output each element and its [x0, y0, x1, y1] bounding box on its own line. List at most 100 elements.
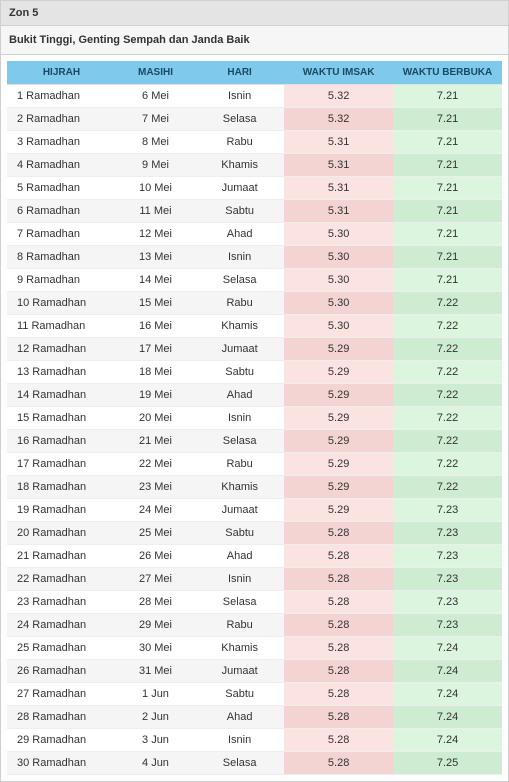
table-row: 14 Ramadhan19 MeiAhad5.297.22: [7, 384, 502, 407]
cell-col4: 7.24: [393, 683, 502, 706]
cell-col1: 22 Mei: [116, 453, 195, 476]
col-masihi: MASIHI: [116, 61, 195, 85]
cell-col2: Sabtu: [195, 683, 284, 706]
cell-col0: 7 Ramadhan: [7, 223, 116, 246]
cell-col1: 20 Mei: [116, 407, 195, 430]
cell-col0: 15 Ramadhan: [7, 407, 116, 430]
table-row: 20 Ramadhan25 MeiSabtu5.287.23: [7, 522, 502, 545]
cell-col4: 7.22: [393, 453, 502, 476]
table-row: 13 Ramadhan18 MeiSabtu5.297.22: [7, 361, 502, 384]
cell-col2: Rabu: [195, 453, 284, 476]
cell-col1: 25 Mei: [116, 522, 195, 545]
cell-col0: 26 Ramadhan: [7, 660, 116, 683]
cell-col2: Isnin: [195, 407, 284, 430]
cell-col1: 1 Jun: [116, 683, 195, 706]
cell-col4: 7.22: [393, 407, 502, 430]
cell-col2: Rabu: [195, 131, 284, 154]
table-row: 24 Ramadhan29 MeiRabu5.287.23: [7, 614, 502, 637]
cell-col0: 5 Ramadhan: [7, 177, 116, 200]
cell-col3: 5.28: [284, 729, 393, 752]
cell-col2: Jumaat: [195, 338, 284, 361]
cell-col3: 5.32: [284, 108, 393, 131]
cell-col0: 16 Ramadhan: [7, 430, 116, 453]
table-row: 7 Ramadhan12 MeiAhad5.307.21: [7, 223, 502, 246]
cell-col1: 4 Jun: [116, 752, 195, 775]
table-row: 12 Ramadhan17 MeiJumaat5.297.22: [7, 338, 502, 361]
cell-col2: Selasa: [195, 108, 284, 131]
cell-col4: 7.21: [393, 177, 502, 200]
cell-col2: Selasa: [195, 591, 284, 614]
cell-col4: 7.23: [393, 545, 502, 568]
cell-col1: 17 Mei: [116, 338, 195, 361]
cell-col1: 24 Mei: [116, 499, 195, 522]
cell-col3: 5.29: [284, 407, 393, 430]
cell-col2: Khamis: [195, 637, 284, 660]
table-row: 2 Ramadhan7 MeiSelasa5.327.21: [7, 108, 502, 131]
cell-col2: Sabtu: [195, 522, 284, 545]
cell-col2: Ahad: [195, 223, 284, 246]
cell-col4: 7.24: [393, 660, 502, 683]
cell-col3: 5.30: [284, 223, 393, 246]
table-row: 21 Ramadhan26 MeiAhad5.287.23: [7, 545, 502, 568]
cell-col4: 7.23: [393, 499, 502, 522]
col-hari: HARI: [195, 61, 284, 85]
cell-col3: 5.30: [284, 315, 393, 338]
cell-col0: 3 Ramadhan: [7, 131, 116, 154]
cell-col0: 14 Ramadhan: [7, 384, 116, 407]
table-row: 28 Ramadhan2 JunAhad5.287.24: [7, 706, 502, 729]
cell-col3: 5.30: [284, 269, 393, 292]
cell-col3: 5.28: [284, 522, 393, 545]
cell-col0: 6 Ramadhan: [7, 200, 116, 223]
cell-col3: 5.31: [284, 200, 393, 223]
cell-col2: Isnin: [195, 729, 284, 752]
cell-col2: Isnin: [195, 246, 284, 269]
table-row: 8 Ramadhan13 MeiIsnin5.307.21: [7, 246, 502, 269]
table-row: 27 Ramadhan1 JunSabtu5.287.24: [7, 683, 502, 706]
cell-col3: 5.28: [284, 706, 393, 729]
cell-col1: 19 Mei: [116, 384, 195, 407]
table-body: 1 Ramadhan6 MeiIsnin5.327.212 Ramadhan7 …: [7, 85, 502, 775]
cell-col1: 15 Mei: [116, 292, 195, 315]
cell-col1: 2 Jun: [116, 706, 195, 729]
cell-col1: 12 Mei: [116, 223, 195, 246]
cell-col2: Isnin: [195, 85, 284, 108]
cell-col4: 7.21: [393, 223, 502, 246]
table-row: 25 Ramadhan30 MeiKhamis5.287.24: [7, 637, 502, 660]
cell-col3: 5.28: [284, 660, 393, 683]
cell-col0: 30 Ramadhan: [7, 752, 116, 775]
cell-col1: 13 Mei: [116, 246, 195, 269]
cell-col4: 7.21: [393, 200, 502, 223]
table-row: 10 Ramadhan15 MeiRabu5.307.22: [7, 292, 502, 315]
cell-col1: 23 Mei: [116, 476, 195, 499]
cell-col2: Jumaat: [195, 177, 284, 200]
table-row: 11 Ramadhan16 MeiKhamis5.307.22: [7, 315, 502, 338]
cell-col3: 5.29: [284, 476, 393, 499]
cell-col2: Khamis: [195, 476, 284, 499]
table-row: 30 Ramadhan4 JunSelasa5.287.25: [7, 752, 502, 775]
cell-col4: 7.22: [393, 430, 502, 453]
cell-col2: Sabtu: [195, 361, 284, 384]
table-row: 17 Ramadhan22 MeiRabu5.297.22: [7, 453, 502, 476]
table-row: 1 Ramadhan6 MeiIsnin5.327.21: [7, 85, 502, 108]
table-row: 19 Ramadhan24 MeiJumaat5.297.23: [7, 499, 502, 522]
cell-col0: 24 Ramadhan: [7, 614, 116, 637]
location-title: Bukit Tinggi, Genting Sempah dan Janda B…: [0, 26, 509, 55]
cell-col4: 7.24: [393, 706, 502, 729]
cell-col0: 28 Ramadhan: [7, 706, 116, 729]
cell-col2: Rabu: [195, 292, 284, 315]
cell-col0: 12 Ramadhan: [7, 338, 116, 361]
table-header-row: HIJRAH MASIHI HARI WAKTU IMSAK WAKTU BER…: [7, 61, 502, 85]
cell-col1: 6 Mei: [116, 85, 195, 108]
cell-col1: 31 Mei: [116, 660, 195, 683]
cell-col0: 21 Ramadhan: [7, 545, 116, 568]
cell-col2: Rabu: [195, 614, 284, 637]
table-row: 26 Ramadhan31 MeiJumaat5.287.24: [7, 660, 502, 683]
cell-col2: Selasa: [195, 752, 284, 775]
cell-col3: 5.28: [284, 752, 393, 775]
zone-title: Zon 5: [0, 0, 509, 26]
cell-col3: 5.28: [284, 591, 393, 614]
cell-col0: 22 Ramadhan: [7, 568, 116, 591]
cell-col3: 5.32: [284, 85, 393, 108]
cell-col4: 7.23: [393, 614, 502, 637]
table-row: 16 Ramadhan21 MeiSelasa5.297.22: [7, 430, 502, 453]
